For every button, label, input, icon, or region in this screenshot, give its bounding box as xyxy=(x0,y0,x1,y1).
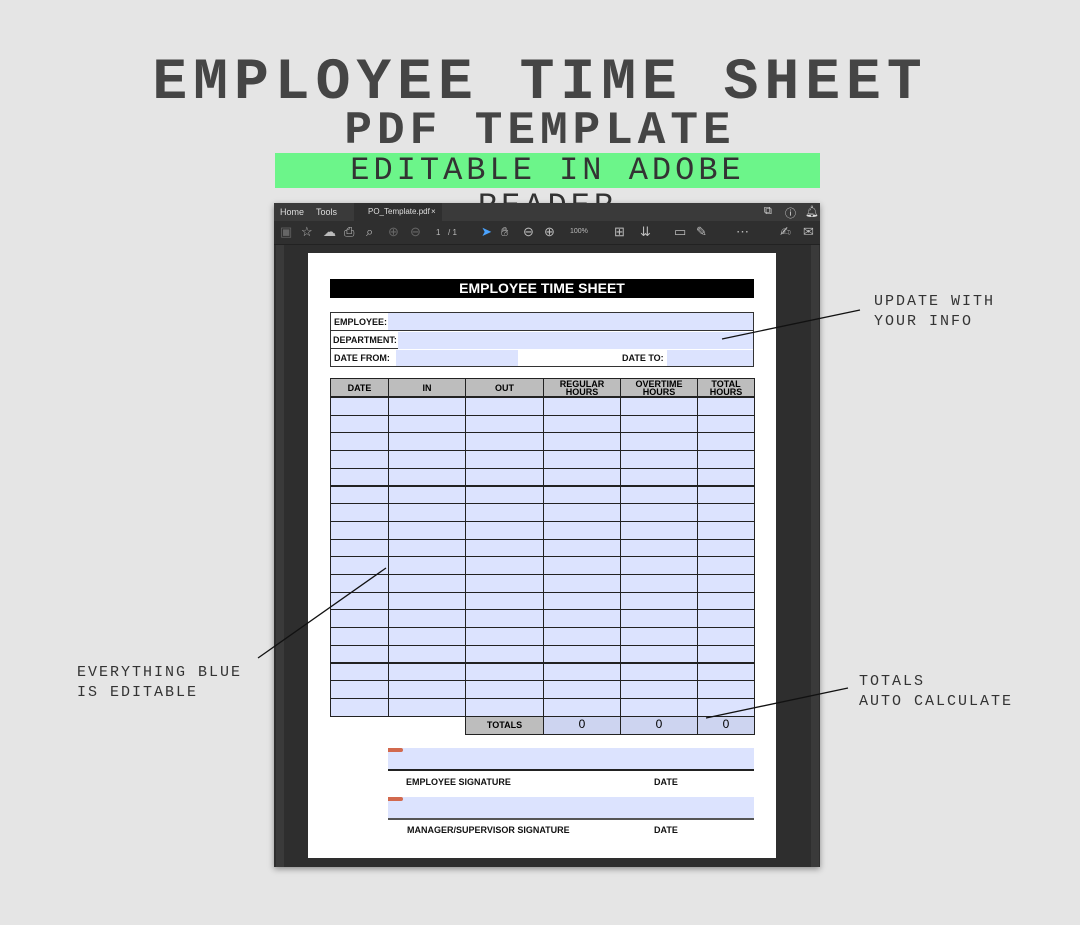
pdf-page: EMPLOYEE TIME SHEET EMPLOYEE: DEPARTMENT… xyxy=(308,253,776,858)
hand-icon[interactable]: ✋︎ xyxy=(501,224,509,239)
column-header: OVERTIME HOURS xyxy=(620,378,698,397)
tab-bar: Home Tools PO_Template.pdf × ⧉ ⓘ 🔔︎ xyxy=(274,203,820,221)
save-icon[interactable]: ▣ xyxy=(280,224,293,239)
form-title: EMPLOYEE TIME SHEET xyxy=(330,279,754,298)
left-panel-toggle[interactable] xyxy=(276,245,284,867)
search-icon[interactable]: ⌕ xyxy=(366,224,374,239)
manager-date-label: DATE xyxy=(654,825,678,835)
department-field[interactable] xyxy=(398,332,753,349)
employee-date-label: DATE xyxy=(654,777,678,787)
scroll-mode-icon[interactable]: ⇊ xyxy=(640,224,651,239)
zoom-out-icon[interactable]: ⊖ xyxy=(523,224,534,239)
print-icon[interactable]: ⎙ xyxy=(344,224,355,239)
manager-signature-field[interactable] xyxy=(388,797,754,820)
annotation-line-totals xyxy=(705,687,849,719)
annotation-update: UPDATE WITH YOUR INFO xyxy=(874,293,996,330)
pdf-reader-window: Home Tools PO_Template.pdf × ⧉ ⓘ 🔔︎ ▣ ☆ … xyxy=(274,203,820,867)
zoom-select[interactable]: 100% xyxy=(570,228,588,235)
manager-signature-label: MANAGER/SUPERVISOR SIGNATURE xyxy=(407,825,570,835)
share-icon[interactable]: ⧉ xyxy=(764,205,772,217)
headline-subtitle: PDF TEMPLATE xyxy=(344,105,736,157)
page-number-input[interactable]: 1 xyxy=(436,228,441,237)
signature-flag-icon xyxy=(388,797,403,801)
tab-document[interactable]: PO_Template.pdf × xyxy=(354,203,442,221)
headline-title: EMPLOYEE TIME SHEET xyxy=(152,51,928,116)
star-icon[interactable]: ☆ xyxy=(301,224,313,239)
page-down-icon[interactable]: ⊖ xyxy=(410,224,421,239)
date-from-field[interactable] xyxy=(396,350,518,366)
help-icon[interactable]: ⓘ xyxy=(785,208,796,220)
comment-icon[interactable]: ▭ xyxy=(674,224,687,239)
employee-field[interactable] xyxy=(388,313,753,330)
more-icon[interactable]: ⋯ xyxy=(736,224,749,239)
employee-info-box: EMPLOYEE: DEPARTMENT: DATE FROM: DATE TO… xyxy=(330,312,754,367)
annotation-blue: EVERYTHING BLUE IS EDITABLE xyxy=(77,664,243,701)
department-label: DEPARTMENT: xyxy=(333,335,397,345)
annotation-totals: TOTALS AUTO CALCULATE xyxy=(859,673,1014,710)
mail-icon[interactable]: ✉ xyxy=(803,224,814,239)
fit-page-icon[interactable]: ⊞ xyxy=(614,224,625,239)
date-from-label: DATE FROM: xyxy=(334,353,390,363)
annotation-line-update xyxy=(721,309,861,340)
employee-label: EMPLOYEE: xyxy=(334,317,388,327)
pen-icon[interactable]: ✎ xyxy=(696,224,707,239)
sign-icon[interactable]: ✍︎ xyxy=(780,224,791,239)
total-value: 0 xyxy=(697,715,755,735)
tab-tools[interactable]: Tools xyxy=(316,207,338,217)
right-panel-toggle[interactable] xyxy=(811,245,819,867)
tab-document-label: PO_Template.pdf xyxy=(368,207,430,216)
column-header: TOTAL HOURS xyxy=(697,378,755,397)
select-cursor-icon[interactable]: ➤ xyxy=(481,224,492,239)
toolbar: ▣ ☆ ☁ ⎙ ⌕ ⊕ ⊖ 1 / 1 ➤ ✋︎ ⊖ ⊕ 100% ⊞ ⇊ ▭ … xyxy=(274,221,820,245)
employee-signature-label: EMPLOYEE SIGNATURE xyxy=(406,777,511,787)
column-header: DATE xyxy=(330,378,389,397)
total-value: 0 xyxy=(620,715,698,735)
close-tab-icon[interactable]: × xyxy=(431,207,436,216)
zoom-in-icon[interactable]: ⊕ xyxy=(544,224,555,239)
bell-icon[interactable]: 🔔︎ xyxy=(805,206,819,218)
upload-icon[interactable]: ☁ xyxy=(323,224,336,239)
employee-signature-field[interactable] xyxy=(388,748,754,771)
annotation-line-blue xyxy=(257,567,387,659)
page-total: / 1 xyxy=(448,228,457,237)
date-to-label: DATE TO: xyxy=(622,353,664,363)
date-to-field[interactable] xyxy=(667,350,753,366)
signature-flag-icon xyxy=(388,748,403,752)
column-header: REGULAR HOURS xyxy=(543,378,621,397)
page-up-icon[interactable]: ⊕ xyxy=(388,224,399,239)
total-value: 0 xyxy=(543,715,621,735)
tab-home[interactable]: Home xyxy=(280,207,305,217)
